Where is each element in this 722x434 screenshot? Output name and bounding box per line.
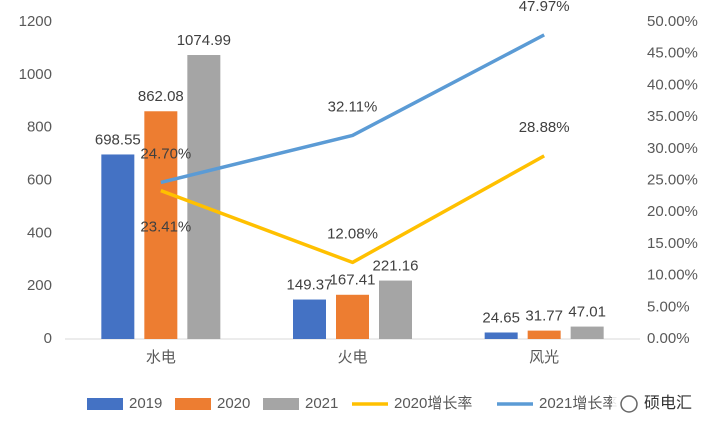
bar bbox=[570, 326, 604, 339]
legend-label: 2020 bbox=[217, 395, 250, 412]
legend-label: 2021增长率 bbox=[539, 395, 617, 412]
y2-tick-label: 50.00% bbox=[647, 13, 698, 30]
x-tick-label: 火电 bbox=[337, 349, 367, 366]
y-tick-label: 800 bbox=[27, 119, 52, 136]
legend-swatch bbox=[175, 398, 211, 410]
value-label: 47.97% bbox=[519, 0, 570, 15]
legend-label: 2021 bbox=[305, 395, 338, 412]
value-label: 24.65 bbox=[482, 309, 520, 326]
y-tick-label: 600 bbox=[27, 171, 52, 188]
y2-tick-label: 35.00% bbox=[647, 108, 698, 125]
value-label: 698.55 bbox=[95, 131, 141, 148]
legend-swatch bbox=[87, 398, 123, 410]
y-tick-label: 400 bbox=[27, 224, 52, 241]
watermark: 硕电汇 bbox=[644, 394, 692, 412]
bar bbox=[484, 332, 518, 339]
bar bbox=[293, 299, 326, 339]
y-tick-label: 1200 bbox=[19, 13, 52, 30]
bar bbox=[527, 330, 561, 339]
y-tick-label: 0 bbox=[44, 330, 52, 347]
value-label: 24.70% bbox=[140, 145, 191, 162]
bar bbox=[336, 294, 369, 339]
bar bbox=[144, 111, 178, 339]
line bbox=[160, 33, 545, 185]
value-label: 23.41% bbox=[140, 219, 191, 236]
y-tick-label: 200 bbox=[27, 277, 52, 294]
y-tick-label: 1000 bbox=[19, 66, 52, 83]
y2-tick-label: 20.00% bbox=[647, 203, 698, 220]
y2-tick-label: 0.00% bbox=[647, 330, 690, 347]
value-label: 149.37 bbox=[287, 277, 333, 294]
value-label: 1074.99 bbox=[177, 32, 231, 49]
y2-tick-label: 40.00% bbox=[647, 76, 698, 93]
legend-label: 2019 bbox=[129, 395, 162, 412]
value-label: 47.01 bbox=[568, 304, 606, 321]
bar bbox=[379, 280, 412, 339]
y2-tick-label: 45.00% bbox=[647, 45, 698, 62]
bar bbox=[101, 154, 135, 339]
y2-tick-label: 25.00% bbox=[647, 171, 698, 188]
legend-swatch bbox=[263, 398, 299, 410]
watermark-icon bbox=[620, 395, 638, 413]
bar bbox=[187, 55, 221, 340]
watermark-bg bbox=[612, 390, 722, 420]
y2-tick-label: 30.00% bbox=[647, 140, 698, 157]
value-label: 167.41 bbox=[330, 272, 376, 289]
y2-tick-label: 10.00% bbox=[647, 267, 698, 284]
value-label: 862.08 bbox=[138, 88, 184, 105]
y2-tick-label: 5.00% bbox=[647, 298, 690, 315]
line bbox=[160, 154, 546, 265]
value-label: 32.11% bbox=[328, 98, 378, 115]
y2-tick-label: 15.00% bbox=[647, 235, 698, 252]
value-label: 28.88% bbox=[519, 119, 570, 136]
value-label: 221.16 bbox=[373, 258, 419, 275]
value-label: 12.08% bbox=[327, 225, 378, 242]
value-label: 31.77 bbox=[525, 308, 563, 325]
x-tick-label: 水电 bbox=[146, 349, 176, 366]
x-tick-label: 风光 bbox=[529, 349, 559, 366]
legend-label: 2020增长率 bbox=[394, 395, 472, 412]
